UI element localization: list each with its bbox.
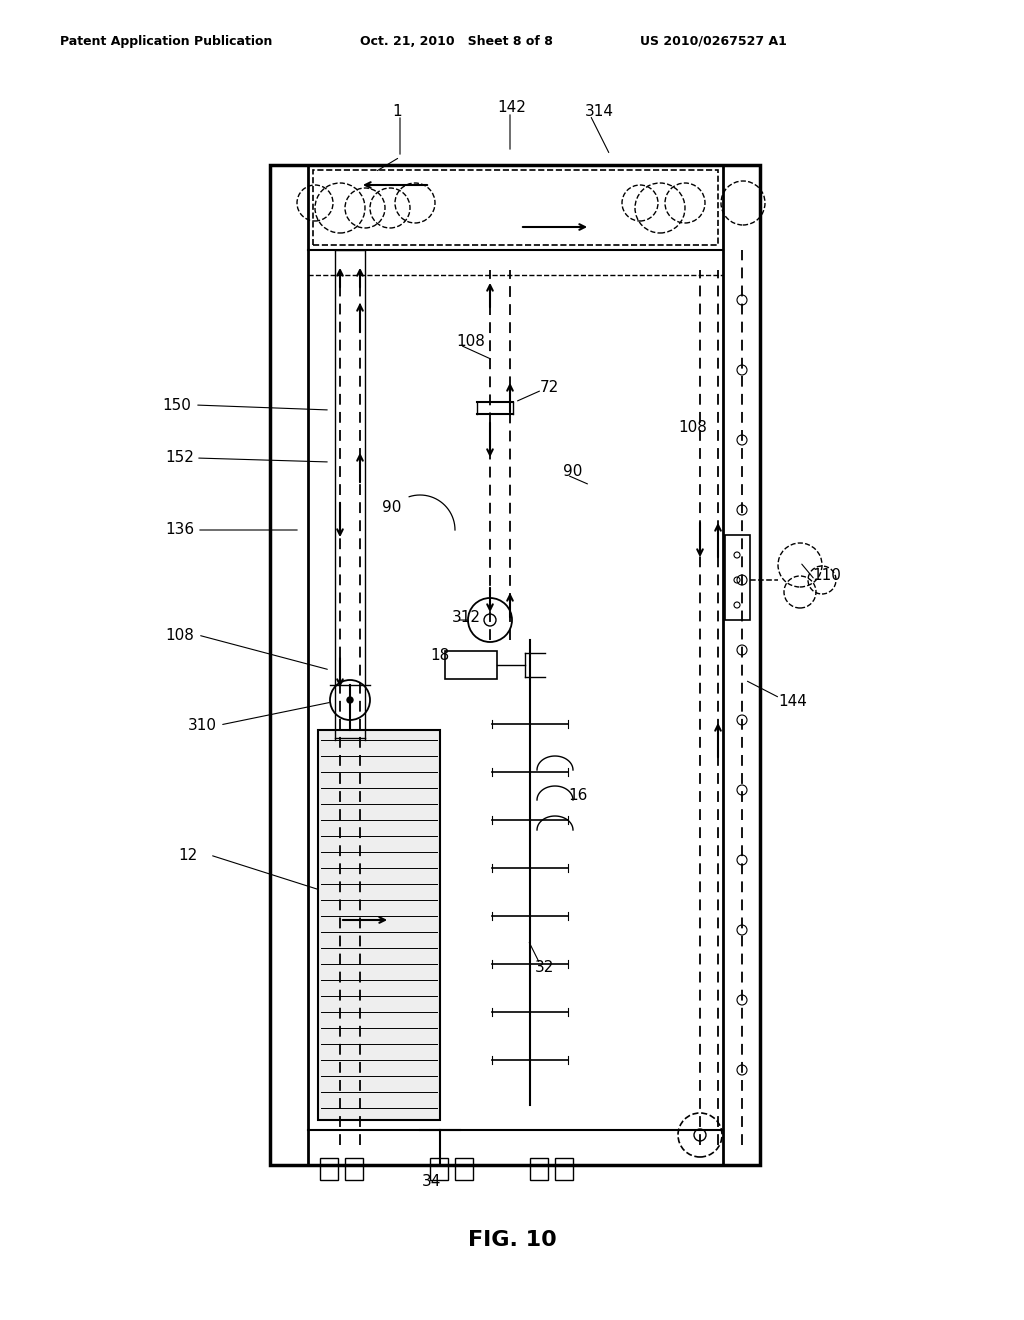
Bar [455, 1158, 473, 1180]
Text: 108: 108 [456, 334, 485, 350]
Text: Patent Application Publication: Patent Application Publication [60, 36, 272, 48]
Text: 310: 310 [188, 718, 217, 733]
Text: 110: 110 [812, 569, 841, 583]
Bar [313, 170, 718, 246]
Bar [530, 1158, 548, 1180]
Circle shape [347, 697, 353, 704]
Text: 32: 32 [535, 961, 554, 975]
Text: 90: 90 [563, 465, 583, 479]
Text: 12: 12 [178, 847, 198, 862]
Text: 90: 90 [382, 500, 401, 516]
Text: 34: 34 [422, 1175, 441, 1189]
Text: 108: 108 [678, 421, 707, 436]
Text: 136: 136 [165, 523, 195, 537]
Text: 142: 142 [497, 100, 526, 116]
Text: 18: 18 [430, 648, 450, 664]
Text: 314: 314 [585, 104, 614, 120]
Text: Oct. 21, 2010   Sheet 8 of 8: Oct. 21, 2010 Sheet 8 of 8 [360, 36, 553, 48]
Bar [319, 1158, 338, 1180]
Bar [430, 1158, 449, 1180]
Text: FIG. 10: FIG. 10 [468, 1230, 556, 1250]
Bar [555, 1158, 573, 1180]
Text: US 2010/0267527 A1: US 2010/0267527 A1 [640, 36, 786, 48]
Text: 1: 1 [392, 104, 401, 120]
Text: 152: 152 [165, 450, 194, 466]
Bar [318, 730, 440, 1119]
Bar [270, 165, 760, 1166]
Text: 312: 312 [452, 610, 481, 624]
Text: 16: 16 [568, 788, 588, 803]
Bar [345, 1158, 362, 1180]
Text: 150: 150 [162, 397, 190, 412]
Bar [725, 535, 750, 620]
Text: 144: 144 [778, 694, 807, 710]
Text: 108: 108 [165, 627, 194, 643]
Text: 72: 72 [540, 380, 559, 395]
Bar [445, 651, 497, 678]
